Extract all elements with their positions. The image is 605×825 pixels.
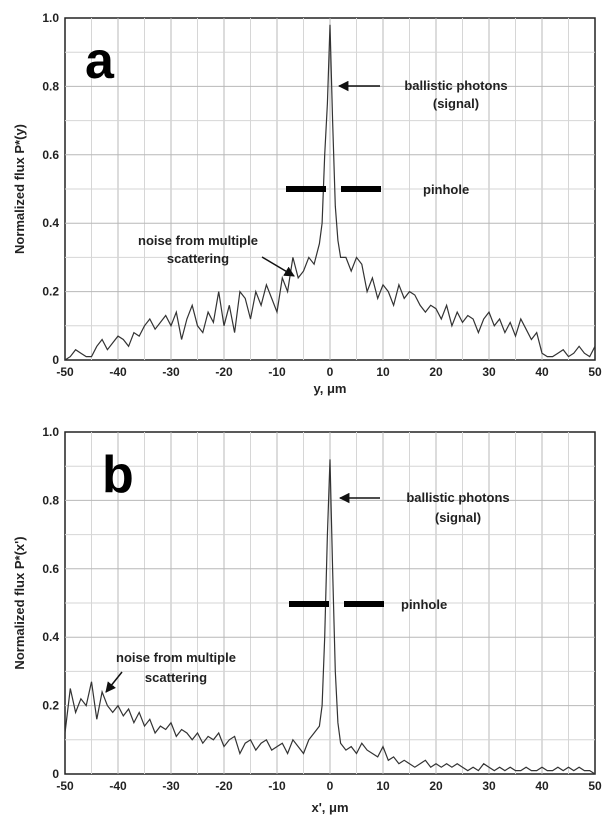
- pinhole-bar-right-b: [344, 601, 384, 607]
- pinhole-label-b: pinhole: [401, 597, 447, 612]
- y-tick-label: 0: [52, 767, 59, 781]
- x-tick-label: 0: [327, 365, 334, 379]
- x-tick-label: -10: [268, 779, 286, 793]
- flux-line-a: [64, 24, 596, 361]
- x-tick-label: -20: [215, 779, 233, 793]
- pinhole-label-a: pinhole: [423, 182, 469, 197]
- grid-b: [65, 432, 595, 774]
- x-tick-label: 10: [376, 779, 390, 793]
- noise-label-line2-b: scattering: [145, 670, 207, 685]
- y-tick-label: 0.6: [42, 148, 59, 162]
- x-tick-label: -40: [109, 365, 127, 379]
- panel-label-b: b: [102, 446, 134, 504]
- y-tick-label: 0.2: [42, 285, 59, 299]
- x-tick-label: -30: [162, 365, 180, 379]
- signal-label-line2-b: (signal): [435, 510, 481, 525]
- x-tick-label: -30: [162, 779, 180, 793]
- x-axis-label-a: y, μm: [313, 381, 346, 396]
- x-tick-label: 40: [535, 365, 549, 379]
- flux-line-b: [64, 459, 596, 775]
- x-tick-label: -50: [56, 365, 74, 379]
- x-tick-label: 50: [588, 779, 602, 793]
- x-tick-labels-b: -50 -40 -30 -20 -10 0 10 20 30 40 50: [56, 779, 602, 793]
- noise-label-line2-a: scattering: [167, 251, 229, 266]
- x-tick-label: 30: [482, 779, 496, 793]
- signal-label-line1-a: ballistic photons: [404, 78, 507, 93]
- y-tick-label: 0.2: [42, 699, 59, 713]
- x-tick-label: -50: [56, 779, 74, 793]
- x-tick-label: -10: [268, 365, 286, 379]
- x-tick-label: 0: [327, 779, 334, 793]
- y-tick-label: 1.0: [42, 425, 59, 439]
- y-tick-label: 1.0: [42, 11, 59, 25]
- chart-panel-b: -50 -40 -30 -20 -10 0 10 20 30 40 50 0 0.2 0.4 0.6 0.8…: [12, 425, 602, 815]
- x-axis-label-b: x', μm: [311, 800, 348, 815]
- x-tick-label: -20: [215, 365, 233, 379]
- x-tick-label: 10: [376, 365, 390, 379]
- noise-arrow-a: [261, 256, 295, 277]
- y-tick-label: 0.8: [42, 79, 59, 93]
- noise-arrow-b: [105, 671, 123, 693]
- y-tick-labels-b: 0 0.2 0.4 0.6 0.8 1.0: [42, 425, 59, 781]
- signal-label-line1-b: ballistic photons: [406, 490, 509, 505]
- y-tick-label: 0.4: [42, 216, 59, 230]
- pinhole-bar-left-b: [289, 601, 329, 607]
- panel-label-a: a: [85, 32, 115, 90]
- chart-panel-a: -50 -40 -30 -20 -10 0 10 20 30 40 50 0 0.2 0.4 0.6 0.8…: [12, 11, 602, 396]
- pinhole-bar-left-a: [286, 186, 326, 192]
- y-tick-label: 0.6: [42, 562, 59, 576]
- x-tick-labels-a: -50 -40 -30 -20 -10 0 10 20 30 40 50: [56, 365, 602, 379]
- noise-label-line1-b: noise from multiple: [116, 650, 236, 665]
- x-tick-label: -40: [109, 779, 127, 793]
- y-axis-label-b: Normalized flux P*(x'): [12, 536, 27, 669]
- pinhole-bar-right-a: [341, 186, 381, 192]
- x-tick-label: 20: [429, 779, 443, 793]
- x-tick-label: 20: [429, 365, 443, 379]
- noise-label-line1-a: noise from multiple: [138, 233, 258, 248]
- x-tick-label: 50: [588, 365, 602, 379]
- y-tick-labels-a: 0 0.2 0.4 0.6 0.8 1.0: [42, 11, 59, 367]
- y-tick-label: 0.4: [42, 630, 59, 644]
- y-axis-label-a: Normalized flux P*(y): [12, 124, 27, 254]
- y-tick-label: 0.8: [42, 493, 59, 507]
- signal-label-line2-a: (signal): [433, 96, 479, 111]
- x-tick-label: 30: [482, 365, 496, 379]
- y-tick-label: 0: [52, 353, 59, 367]
- x-tick-label: 40: [535, 779, 549, 793]
- grid-a: [65, 18, 595, 360]
